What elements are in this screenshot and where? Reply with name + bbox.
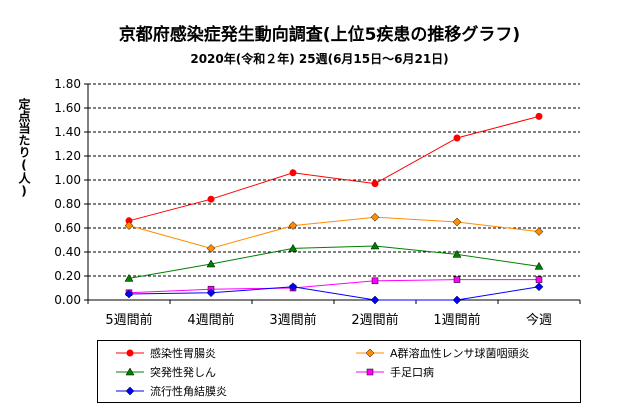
legend-item: 手足口病	[354, 364, 434, 380]
data-point	[289, 169, 297, 177]
data-point	[452, 217, 462, 227]
y-tick-label: 0.00	[54, 293, 81, 307]
legend-swatch	[356, 348, 384, 358]
y-tick-label: 0.60	[54, 221, 81, 235]
legend-marker	[126, 349, 134, 357]
data-point	[206, 259, 216, 268]
y-tick-label: 0.20	[54, 269, 81, 283]
data-point	[370, 295, 380, 305]
data-point	[534, 282, 544, 292]
data-point	[371, 277, 379, 285]
legend-item: 感染性胃腸炎	[114, 345, 216, 361]
legend-marker	[366, 368, 374, 376]
legend-swatch	[116, 349, 144, 357]
x-tick-label: 4週間前	[187, 312, 234, 328]
chart-title: 京都府感染症発生動向調査(上位5疾患の推移グラフ)	[118, 25, 521, 45]
y-tick-label: 0.40	[54, 245, 81, 259]
legend-marker	[365, 348, 375, 358]
data-point	[453, 134, 461, 142]
legend-label: 流行性角結膜炎	[150, 385, 227, 398]
data-point	[452, 295, 462, 305]
x-tick-label: 5週間前	[105, 312, 152, 328]
legend-label: 手足口病	[390, 366, 434, 379]
data-point	[452, 249, 462, 258]
chart-subtitle: 2020年(令和２年) 25週(6月15日～6月21日)	[190, 52, 449, 66]
data-point	[124, 273, 134, 282]
legend-swatch	[356, 368, 384, 376]
data-point	[535, 276, 543, 283]
legend-item: 流行性角結膜炎	[114, 383, 227, 399]
legend-label: 突発性発しん	[150, 366, 216, 379]
data-point	[206, 244, 216, 253]
series-line	[128, 286, 540, 301]
data-point	[207, 195, 215, 203]
legend-item: 突発性発しん	[114, 364, 216, 380]
y-tick-label: 1.20	[54, 149, 81, 163]
series-line	[128, 245, 540, 279]
legend-swatch	[116, 367, 144, 376]
data-point	[534, 227, 544, 236]
x-tick-label: 1週間前	[433, 312, 480, 328]
data-point	[534, 261, 544, 270]
y-axis-label: 定点当たり(人)	[17, 98, 31, 198]
legend-label: 感染性胃腸炎	[150, 347, 216, 360]
legend: 感染性胃腸炎 A群溶血性レンサ球菌咽頭炎突発性発しん 手足口病流行性角結膜炎	[97, 340, 581, 403]
y-tick-label: 1.60	[54, 101, 81, 115]
y-tick-label: 1.80	[54, 77, 81, 91]
data-point	[288, 243, 298, 252]
series-line	[128, 216, 540, 249]
legend-swatch	[116, 386, 144, 396]
y-tick-label: 0.80	[54, 197, 81, 211]
legend-item: A群溶血性レンサ球菌咽頭炎	[354, 345, 530, 361]
x-tick-label: 2週間前	[351, 312, 398, 328]
legend-label: A群溶血性レンサ球菌咽頭炎	[390, 347, 530, 360]
data-point	[124, 289, 134, 299]
data-point	[124, 221, 134, 230]
y-tick-label: 1.00	[54, 173, 81, 187]
y-tick-label: 1.40	[54, 125, 81, 139]
x-tick-label: 今週	[526, 312, 552, 328]
data-point	[288, 221, 298, 230]
legend-marker	[125, 367, 135, 376]
data-point	[371, 180, 379, 188]
series-line	[128, 115, 540, 222]
series-line	[128, 279, 539, 294]
data-point	[206, 288, 216, 298]
data-point	[453, 276, 461, 283]
plot-area: 0.00 0.20 0.40 0.60 0.80 1.00 1.20 1.40 1.60 1.80…	[54, 77, 581, 328]
legend-marker	[125, 386, 135, 396]
data-point	[370, 241, 380, 250]
x-tick-label: 3週間前	[269, 312, 316, 328]
data-point	[288, 282, 298, 292]
data-point	[370, 212, 380, 222]
data-point	[535, 112, 543, 120]
